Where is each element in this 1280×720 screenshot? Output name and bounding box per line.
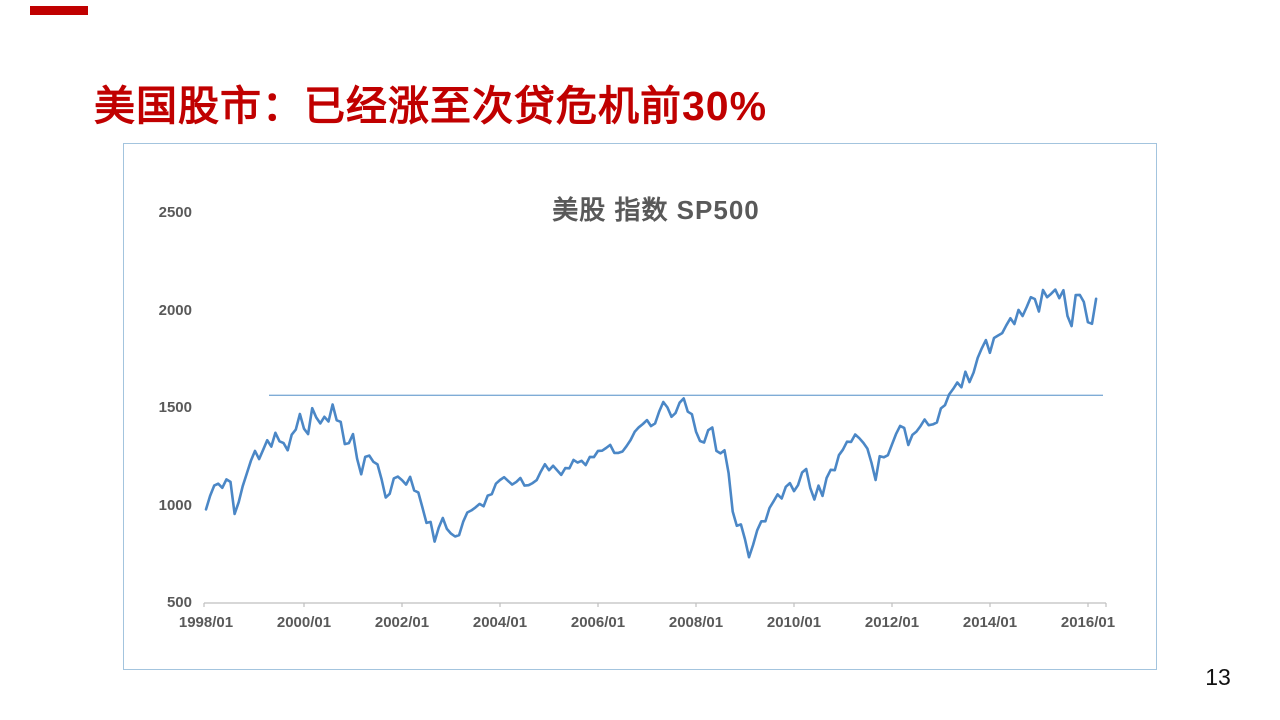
page-number: 13 bbox=[1205, 664, 1231, 690]
sp500-line-chart bbox=[203, 288, 1107, 607]
x-axis-tick-label: 2002/01 bbox=[374, 614, 430, 631]
slide-title: 美国股市：已经涨至次贷危机前30% bbox=[94, 83, 768, 129]
x-axis-tick-label: 2016/01 bbox=[1060, 614, 1116, 631]
x-axis-tick-label: 2006/01 bbox=[570, 614, 626, 631]
x-axis-tick-label: 2014/01 bbox=[962, 614, 1018, 631]
x-axis-tick-label: 2010/01 bbox=[766, 614, 822, 631]
chart-container: 美股 指数 SP500 500 1000 1500 2000 2500 1998/01 2… bbox=[123, 143, 1157, 670]
y-axis-tick-label: 1500 bbox=[158, 399, 192, 416]
y-axis-tick-label: 500 bbox=[166, 594, 192, 611]
x-axis-tick-label: 2012/01 bbox=[864, 614, 920, 631]
accent-bar bbox=[30, 6, 88, 15]
y-axis-tick-label: 2500 bbox=[158, 204, 192, 221]
x-axis-tick-label: 2008/01 bbox=[668, 614, 724, 631]
y-axis-tick-label: 2000 bbox=[158, 302, 192, 319]
chart-title: 美股 指数 SP500 bbox=[552, 195, 760, 225]
sp500-series-line bbox=[204, 288, 1098, 559]
y-axis-tick-label: 1000 bbox=[158, 497, 192, 514]
x-axis-tick-label: 2000/01 bbox=[276, 614, 332, 631]
x-axis-tick-label: 1998/01 bbox=[178, 614, 234, 631]
x-axis-tick-label: 2004/01 bbox=[472, 614, 528, 631]
